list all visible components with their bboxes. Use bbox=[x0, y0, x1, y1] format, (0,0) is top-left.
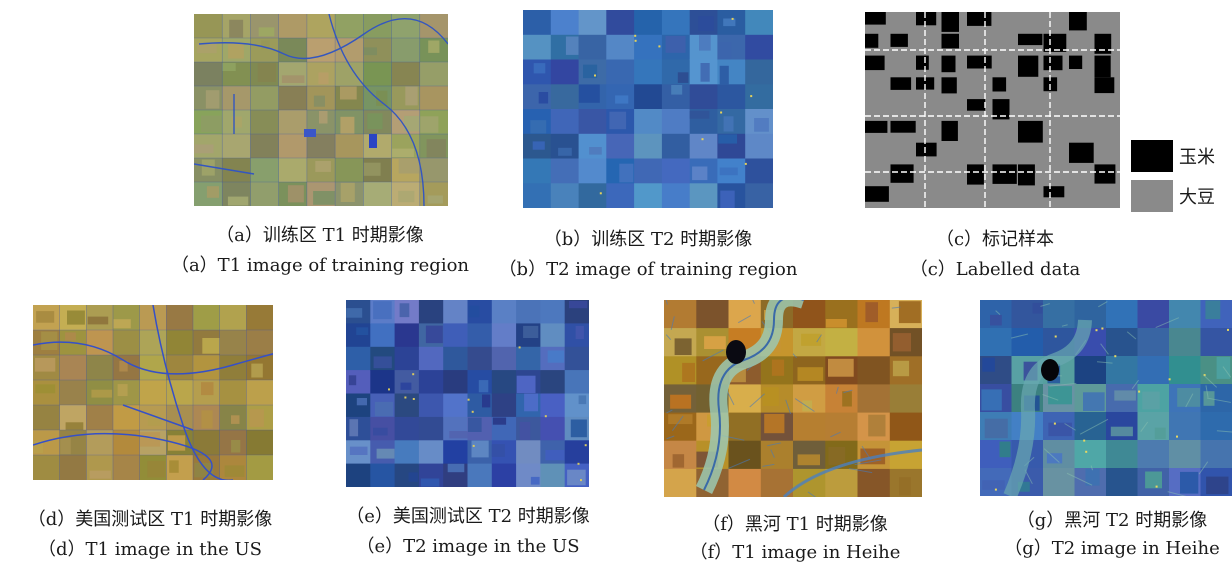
caption-g-en: （g）T2 image in Heihe bbox=[1004, 538, 1220, 559]
legend-item-soybean: 大豆 bbox=[1131, 180, 1215, 212]
caption-d-en: （d）T1 image in the US bbox=[38, 539, 262, 560]
caption-c: （c）标记样本 （c）Labelled data bbox=[890, 228, 1100, 282]
caption-d-cn: （d）美国测试区 T1 时期影像 bbox=[27, 509, 273, 530]
caption-e: （e）美国测试区 T2 时期影像 （e）T2 image in the US bbox=[318, 505, 618, 559]
caption-e-cn: （e）美国测试区 T2 时期影像 bbox=[346, 506, 590, 527]
image-e-t2-us bbox=[346, 300, 589, 487]
image-a-t1-training bbox=[194, 14, 448, 206]
legend-label-corn: 玉米 bbox=[1179, 147, 1215, 168]
image-f-t1-heihe bbox=[664, 300, 922, 497]
legend-swatch-soybean bbox=[1131, 180, 1173, 212]
caption-b-cn: （b）训练区 T2 时期影像 bbox=[543, 229, 753, 250]
caption-c-en: （c）Labelled data bbox=[909, 259, 1081, 280]
caption-e-en: （e）T2 image in the US bbox=[356, 536, 580, 557]
caption-c-cn: （c）标记样本 bbox=[935, 229, 1055, 250]
caption-g: （g）黑河 T2 时期影像 （g）T2 image in Heihe bbox=[992, 509, 1232, 561]
caption-a-en: （a）T1 image of training region bbox=[170, 255, 470, 276]
image-b-t2-training bbox=[523, 10, 773, 208]
image-g-t2-heihe bbox=[980, 300, 1232, 496]
legend-item-corn: 玉米 bbox=[1131, 140, 1215, 172]
legend-label-soybean: 大豆 bbox=[1179, 187, 1215, 208]
image-d-t1-us bbox=[33, 305, 273, 480]
caption-f-cn: （f）黑河 T1 时期影像 bbox=[702, 514, 888, 535]
caption-f: （f）黑河 T1 时期影像 （f）T1 image in Heihe bbox=[670, 513, 920, 565]
caption-b-en: （b）T2 image of training region bbox=[498, 259, 798, 280]
legend-swatch-corn bbox=[1131, 140, 1173, 172]
caption-a-cn: （a）训练区 T1 时期影像 bbox=[216, 225, 424, 246]
caption-a: （a）训练区 T1 时期影像 （a）T1 image of training r… bbox=[150, 224, 490, 278]
legend: 玉米 大豆 bbox=[1131, 140, 1215, 220]
caption-f-en: （f）T1 image in Heihe bbox=[689, 542, 901, 563]
caption-g-cn: （g）黑河 T2 时期影像 bbox=[1016, 510, 1208, 531]
caption-b: （b）训练区 T2 时期影像 （b）T2 image of training r… bbox=[478, 228, 818, 282]
caption-d: （d）美国测试区 T1 时期影像 （d）T1 image in the US bbox=[0, 508, 300, 562]
image-c-labelled-data bbox=[865, 12, 1120, 208]
